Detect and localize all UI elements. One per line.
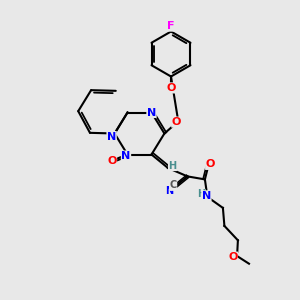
Text: N: N xyxy=(107,131,116,142)
Text: N: N xyxy=(147,107,156,118)
Text: N: N xyxy=(165,185,173,196)
Text: O: O xyxy=(107,156,117,167)
Text: H: H xyxy=(168,160,177,171)
Text: F: F xyxy=(167,21,175,31)
Text: O: O xyxy=(228,252,238,262)
Text: H: H xyxy=(197,189,205,200)
Text: O: O xyxy=(172,117,181,127)
Text: O: O xyxy=(206,159,215,170)
Text: N: N xyxy=(122,151,130,161)
Text: O: O xyxy=(166,83,176,93)
Text: C: C xyxy=(169,180,177,190)
Text: N: N xyxy=(202,191,211,201)
